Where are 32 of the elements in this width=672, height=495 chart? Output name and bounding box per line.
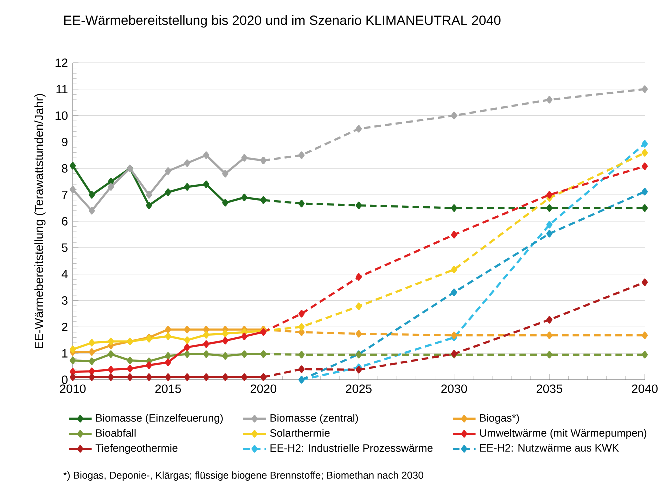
y-axis-title: EE-Wärmebereitstellung (Terawattstunden/Jahr) (34, 94, 46, 349)
legend-label: Umweltwärme (mit Wärmepumpen) (480, 429, 647, 440)
y-tick-label: 0 (62, 376, 68, 384)
legend-label: Tiefengeothermie (96, 444, 178, 454)
x-tick-label: 2035 (536, 384, 563, 394)
y-tick-label: 10 (56, 112, 68, 120)
y-tick-label: 3 (62, 296, 68, 305)
y-tick-label: 6 (62, 217, 68, 226)
y-tick-label: 8 (62, 164, 68, 173)
y-tick-label: 5 (62, 244, 68, 252)
x-tick-label: 2040 (632, 384, 658, 394)
y-tick-label: 2 (62, 322, 68, 332)
chart-title: EE-Wärmebereitstellung bis 2020 und im Szenario KLIMANEUTRAL 2040 (64, 15, 501, 28)
y-tick-label: 12 (56, 58, 68, 68)
text: *) Biogas, Deponie-, Klärgas; flüssige biogene Brennstoffe; Biomethan nach 2030 (64, 472, 424, 481)
legend-label: EE-H2: Nutzwärme aus KWK (480, 444, 620, 452)
y-tick-label: 9 (62, 138, 68, 146)
y-tick-label: 4 (62, 270, 68, 278)
x-tick-label: 2020 (250, 384, 277, 394)
y-tick-label: 1 (62, 349, 68, 358)
legend-label: Biomasse (Einzelfeuerung) (96, 414, 223, 424)
x-tick-label: 2015 (156, 384, 182, 394)
legend-label: Biomasse (zentral) (270, 414, 358, 424)
legend-label: Biogas*) (480, 414, 520, 424)
legend-label: Solarthermie (270, 429, 330, 438)
legend-label: EE-H2: Industrielle Prozesswärme (270, 444, 433, 452)
x-tick-label: 2010 (60, 384, 86, 394)
y-tick-label: 7 (62, 190, 68, 200)
y-tick-label: 11 (56, 85, 68, 94)
legend-label: Bioabfall (96, 429, 136, 438)
x-tick-label: 2025 (346, 384, 372, 394)
x-tick-label: 2030 (442, 384, 468, 394)
